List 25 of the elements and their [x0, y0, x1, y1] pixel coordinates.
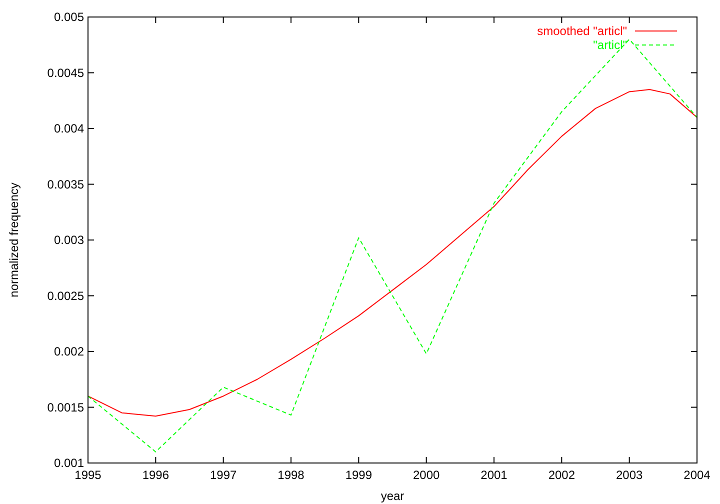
line-series: [88, 88, 698, 417]
x-tick-label: 2000: [412, 468, 440, 482]
y-tick-label: 0.003: [54, 233, 84, 247]
x-tick-label: 1999: [345, 468, 372, 482]
line-series: [88, 38, 698, 452]
x-tick-label: 1998: [278, 468, 305, 482]
y-tick-label: 0.005: [54, 10, 84, 24]
x-tick-label: 1997: [210, 468, 238, 482]
x-tick-label: 2002: [548, 468, 576, 482]
legend-label: smoothed "articl": [537, 24, 627, 38]
x-tick-label: 2003: [616, 468, 644, 482]
x-tick-label: 1995: [74, 468, 102, 482]
y-axis-title: normalized frequency: [7, 182, 21, 298]
y-tick-label: 0.0035: [47, 177, 84, 192]
x-axis-title: year: [380, 489, 404, 503]
x-tick-label: 1996: [142, 468, 170, 482]
x-tick-label: 2004: [684, 468, 711, 482]
y-tick-label: 0.004: [54, 122, 84, 136]
legend-label: "articl": [593, 38, 627, 52]
y-tick-label: 0.002: [54, 344, 84, 358]
x-tick-label: 2001: [480, 468, 508, 482]
y-tick-label: 0.001: [54, 456, 84, 470]
y-tick-label: 0.0045: [47, 66, 84, 80]
y-tick-label: 0.0015: [47, 400, 84, 414]
y-tick-label: 0.0025: [47, 288, 84, 303]
